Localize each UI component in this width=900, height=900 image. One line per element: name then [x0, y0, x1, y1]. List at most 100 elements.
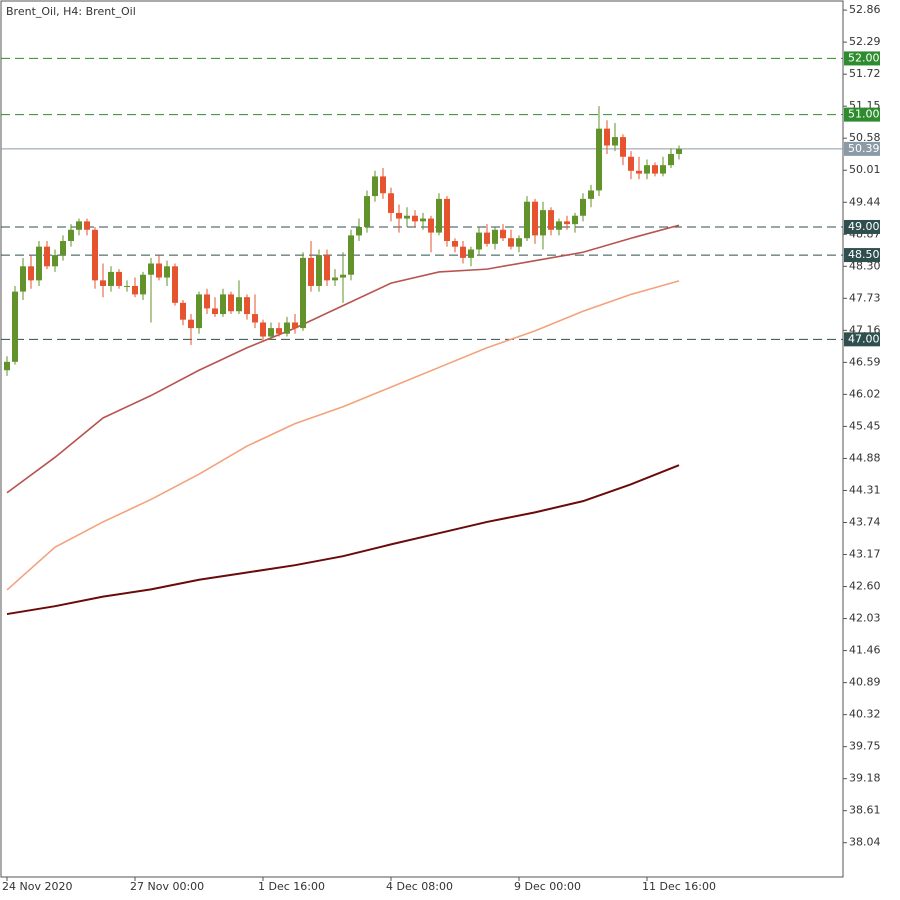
- candle-body: [116, 271, 122, 286]
- candle-body: [172, 266, 178, 303]
- candle-body: [324, 255, 330, 281]
- candle-body: [420, 218, 426, 222]
- candle-body: [404, 215, 410, 219]
- level-label-box: [844, 248, 880, 263]
- candle-body: [508, 238, 514, 247]
- candle-body: [556, 221, 562, 230]
- y-tick-label: 50.58: [849, 131, 881, 144]
- candle-body: [396, 212, 402, 219]
- candle-body: [92, 229, 98, 281]
- candle-body: [364, 196, 370, 227]
- candle-body: [660, 165, 666, 174]
- candle-body: [124, 285, 130, 287]
- x-tick-label: 9 Dec 00:00: [514, 880, 581, 893]
- y-tick-label: 39.18: [849, 772, 881, 785]
- candle-body: [308, 257, 314, 286]
- candle-body: [468, 249, 474, 258]
- plot-frame: [0, 0, 844, 878]
- chart-title: Brent_Oil, H4: Brent_Oil: [6, 5, 136, 18]
- level-label-box: [844, 219, 880, 234]
- candle-body: [164, 266, 170, 278]
- y-tick-label: 38.04: [849, 836, 881, 849]
- y-tick-label: 51.72: [849, 67, 881, 80]
- candle-body: [292, 322, 298, 329]
- candle-body: [60, 241, 66, 256]
- candle-body: [644, 165, 650, 174]
- candle-body: [652, 165, 658, 174]
- y-tick-label: 43.17: [849, 548, 881, 561]
- candle-body: [476, 232, 482, 250]
- candle-body: [436, 198, 442, 233]
- y-tick-label: 47.73: [849, 291, 881, 304]
- candle-body: [596, 128, 602, 191]
- candle-body: [612, 137, 618, 146]
- candle-body: [444, 198, 450, 242]
- candle-body: [4, 361, 10, 371]
- level-label: 47.00: [848, 332, 880, 345]
- candle-body: [244, 297, 250, 315]
- moving-average: [6, 224, 680, 494]
- candle-body: [12, 291, 18, 362]
- y-tick-label: 45.45: [849, 419, 881, 432]
- y-tick-label: 46.59: [849, 355, 881, 368]
- candle-body: [572, 215, 578, 225]
- level-label-box: [844, 107, 880, 122]
- level-label: 52.00: [848, 51, 880, 64]
- candle-body: [452, 241, 458, 247]
- y-tick-label: 52.86: [849, 3, 881, 16]
- candle-body: [628, 156, 634, 171]
- x-tick-label: 27 Nov 00:00: [130, 880, 204, 893]
- candle-body: [204, 294, 210, 309]
- candle-body: [228, 294, 234, 312]
- candle-body: [412, 215, 418, 222]
- candle-body: [524, 201, 530, 239]
- y-tick-label: 39.75: [849, 740, 881, 753]
- candle-body: [540, 210, 546, 236]
- y-tick-label: 41.46: [849, 644, 881, 657]
- candle-body: [332, 277, 338, 281]
- y-tick-label: 40.32: [849, 708, 881, 721]
- level-label-box: [844, 51, 880, 66]
- x-tick-label: 1 Dec 16:00: [258, 880, 325, 893]
- candle-body: [76, 221, 82, 230]
- y-tick-label: 46.02: [849, 387, 881, 400]
- candle-body: [492, 229, 498, 244]
- candle-body: [68, 229, 74, 242]
- candle-body: [156, 263, 162, 278]
- candle-body: [380, 176, 386, 194]
- candle-body: [196, 294, 202, 329]
- candle-body: [300, 257, 306, 329]
- candle-body: [52, 255, 58, 267]
- y-tick-label: 44.31: [849, 483, 881, 496]
- candle-body: [212, 308, 218, 315]
- candle-body: [36, 246, 42, 281]
- level-label: 49.00: [848, 220, 880, 233]
- y-tick-label: 52.29: [849, 35, 881, 48]
- y-tick-label: 42.60: [849, 580, 881, 593]
- y-tick-label: 43.74: [849, 515, 881, 528]
- x-tick-label: 11 Dec 16:00: [642, 880, 716, 893]
- candle-body: [148, 263, 154, 275]
- candle-body: [132, 285, 138, 295]
- current-price-box: [844, 141, 880, 156]
- candle-body: [236, 297, 242, 312]
- candle-body: [636, 170, 642, 174]
- candle-body: [500, 229, 506, 239]
- y-tick-label: 38.61: [849, 804, 881, 817]
- candle-body: [268, 328, 274, 337]
- candle-body: [580, 198, 586, 216]
- y-tick-label: 50.01: [849, 163, 881, 176]
- candle-body: [676, 148, 682, 154]
- candle-body: [84, 221, 90, 230]
- candle-body: [20, 266, 26, 292]
- level-label-box: [844, 332, 880, 347]
- x-tick-label: 24 Nov 2020: [2, 880, 72, 893]
- candle-body: [516, 238, 522, 247]
- y-tick-label: 42.03: [849, 612, 881, 625]
- current-price-label: 50.39: [848, 142, 880, 155]
- candle-body: [356, 226, 362, 236]
- candle-body: [564, 221, 570, 225]
- candle-body: [180, 302, 186, 320]
- candle-body: [28, 266, 34, 281]
- candle-body: [348, 235, 354, 275]
